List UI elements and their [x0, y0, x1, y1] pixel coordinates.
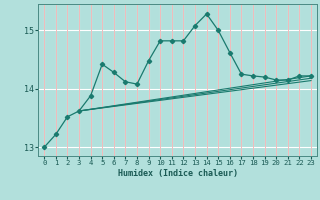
X-axis label: Humidex (Indice chaleur): Humidex (Indice chaleur): [118, 169, 238, 178]
